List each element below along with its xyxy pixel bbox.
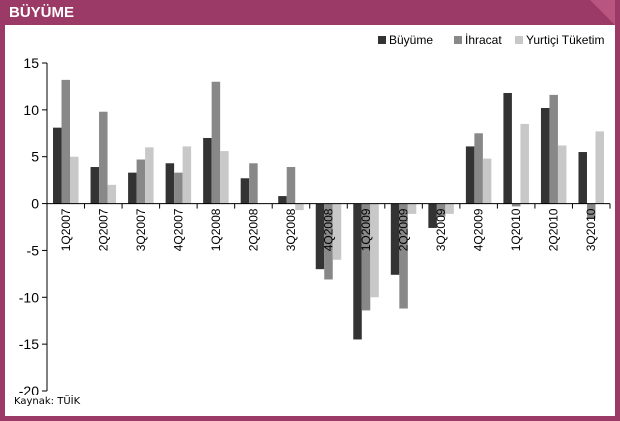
bar-4Q2007-2	[182, 146, 192, 204]
bar-3Q2009-1	[436, 203, 446, 217]
y-tick-label: -15	[19, 336, 39, 352]
category-label: 2Q2007	[96, 208, 110, 251]
legend-label-2: Yurtiçi Tüketim	[526, 33, 604, 47]
legend: Büyüme İhracat Yurtiçi Tüketim	[378, 33, 604, 47]
category-label: 2Q2010	[547, 208, 561, 251]
bar-4Q2007-0	[165, 163, 175, 204]
category-label: 1Q2009	[359, 208, 373, 251]
bar-3Q2008-2	[295, 203, 304, 211]
category-label: 3Q2010	[584, 208, 598, 251]
bar-2Q2009-2	[407, 203, 417, 214]
bar-2Q2008-0	[240, 178, 250, 204]
bar-4Q2009-0	[465, 146, 475, 204]
header-corner-accent	[590, 0, 615, 25]
y-tick-label: -20	[19, 383, 39, 395]
category-labels: 1Q2007 2Q2007 3Q2007 4Q2007 1Q2008 2Q2008 3Q20…	[59, 208, 598, 251]
legend-swatch-1	[454, 36, 462, 44]
bar-2Q2007-0	[90, 167, 100, 204]
bar-4Q2008-1	[324, 203, 333, 280]
bar-4Q2007-1	[174, 172, 183, 204]
bar-1Q2008-2	[220, 151, 229, 204]
bar-1Q2009-2	[370, 203, 379, 298]
bar-1Q2007-0	[53, 127, 62, 204]
bar-chart: Büyüme İhracat Yurtiçi Tüketim 15 10 5 0 -5 -10…	[19, 33, 611, 395]
bars-group	[53, 79, 604, 340]
bar-2Q2007-2	[107, 184, 117, 204]
y-tick-label: 15	[23, 55, 39, 71]
bar-1Q2009-0	[353, 203, 362, 340]
y-tick-label: -5	[27, 242, 40, 258]
bar-2Q2010-2	[557, 145, 567, 204]
category-label: 4Q2009	[472, 208, 486, 251]
category-label: 3Q2007	[134, 208, 148, 251]
category-label: 4Q2007	[171, 208, 185, 251]
category-label: 2Q2008	[246, 208, 260, 251]
header-bar: BÜYÜME	[5, 0, 615, 25]
chart-title: BÜYÜME	[9, 4, 75, 21]
category-label: 1Q2010	[509, 208, 523, 251]
bar-3Q2010-1	[586, 203, 596, 219]
bar-4Q2008-2	[332, 203, 342, 260]
category-label: 3Q2008	[284, 208, 298, 251]
bar-2Q2010-0	[540, 107, 550, 204]
y-tick-label: -10	[19, 289, 39, 305]
y-tick-label: 10	[23, 102, 39, 118]
axes-group	[46, 63, 611, 391]
bar-4Q2009-1	[474, 133, 483, 204]
bar-3Q2009-0	[428, 203, 437, 228]
y-axis-ticks: 15 10 5 0 -5 -10 -15 -20	[19, 55, 47, 395]
bar-1Q2008-1	[211, 81, 221, 204]
bar-1Q2007-2	[70, 156, 79, 204]
bar-1Q2007-1	[61, 79, 71, 204]
category-label: 1Q2007	[59, 208, 73, 251]
bar-3Q2008-0	[278, 196, 287, 204]
bar-1Q2010-1	[511, 203, 521, 207]
legend-label-1: İhracat	[465, 33, 502, 47]
bar-2Q2010-1	[549, 94, 558, 204]
source-note: Kaynak: TÜİK	[14, 396, 81, 407]
legend-swatch-0	[378, 36, 386, 44]
bar-4Q2008-0	[315, 203, 325, 270]
bar-1Q2010-2	[520, 123, 529, 204]
bar-3Q2009-2	[445, 203, 454, 214]
bar-1Q2008-0	[203, 137, 212, 204]
bar-2Q2008-1	[249, 163, 258, 204]
bar-3Q2007-1	[136, 159, 146, 204]
bar-1Q2009-1	[361, 203, 371, 311]
bar-3Q2007-0	[128, 172, 137, 204]
category-label: 2Q2009	[397, 208, 411, 251]
bar-4Q2009-2	[482, 158, 492, 204]
category-label: 4Q2008	[322, 208, 336, 251]
bar-2Q2009-1	[399, 203, 408, 309]
bar-3Q2008-1	[286, 167, 296, 204]
bar-2Q2007-1	[99, 111, 108, 204]
category-label: 3Q2009	[434, 208, 448, 251]
y-tick-label: 0	[31, 196, 39, 212]
bar-2Q2009-0	[390, 203, 400, 275]
bar-1Q2010-0	[503, 92, 512, 204]
y-tick-label: 5	[31, 149, 39, 165]
bar-3Q2007-2	[145, 147, 154, 204]
bar-3Q2010-0	[578, 152, 587, 204]
legend-label-0: Büyüme	[389, 33, 433, 47]
bar-3Q2010-2	[595, 131, 604, 204]
category-label: 1Q2008	[209, 208, 223, 251]
legend-swatch-2	[515, 36, 523, 44]
